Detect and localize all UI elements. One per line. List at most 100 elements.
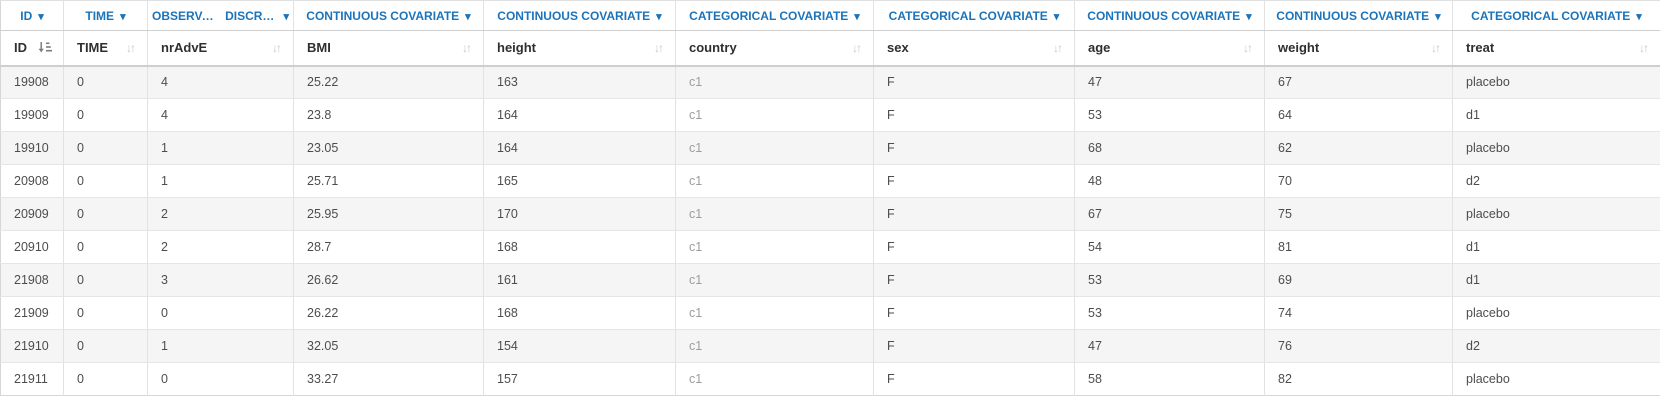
cell-country: c1 bbox=[675, 329, 874, 363]
sort-icon bbox=[1243, 41, 1253, 55]
cell-bmi: 23.05 bbox=[293, 131, 484, 165]
column-type-dropdown-time[interactable]: TIME bbox=[63, 0, 148, 31]
cell-weight: 81 bbox=[1264, 230, 1453, 264]
sort-icon bbox=[1431, 41, 1441, 55]
column-type-dropdown-treat[interactable]: CATEGORICAL COVARIATE bbox=[1452, 0, 1660, 31]
cell-time: 0 bbox=[63, 263, 148, 297]
chevron-down-icon bbox=[1634, 9, 1642, 23]
sort-icon bbox=[1639, 41, 1649, 55]
column-header-age[interactable]: age bbox=[1074, 30, 1265, 67]
cell-weight: 74 bbox=[1264, 296, 1453, 330]
cell-weight: 62 bbox=[1264, 131, 1453, 165]
cell-country: c1 bbox=[675, 164, 874, 198]
column-header-label: age bbox=[1088, 40, 1111, 56]
chevron-down-icon bbox=[36, 9, 44, 23]
cell-height: 168 bbox=[483, 230, 676, 264]
cell-id: 19909 bbox=[0, 98, 64, 132]
column-header-weight[interactable]: weight bbox=[1264, 30, 1453, 67]
column-type-dropdown-weight[interactable]: CONTINUOUS COVARIATE bbox=[1264, 0, 1453, 31]
cell-sex: F bbox=[873, 230, 1075, 264]
cell-id: 21908 bbox=[0, 263, 64, 297]
cell-nradve: 2 bbox=[147, 230, 294, 264]
cell-id: 21911 bbox=[0, 362, 64, 396]
cell-sex: F bbox=[873, 98, 1075, 132]
cell-bmi: 26.62 bbox=[293, 263, 484, 297]
column-header-country[interactable]: country bbox=[675, 30, 874, 67]
cell-sex: F bbox=[873, 296, 1075, 330]
cell-bmi: 25.95 bbox=[293, 197, 484, 231]
cell-age: 53 bbox=[1074, 98, 1265, 132]
cell-age: 53 bbox=[1074, 296, 1265, 330]
column-header-label: nrAdvE bbox=[161, 40, 208, 56]
cell-height: 157 bbox=[483, 362, 676, 396]
cell-nradve: 1 bbox=[147, 329, 294, 363]
cell-height: 164 bbox=[483, 98, 676, 132]
dropdown-label-observation[interactable]: OBSERVATI… bbox=[152, 8, 221, 23]
table-row: 21911 0 0 33.27 157 c1 F 58 82 placebo bbox=[0, 362, 1660, 396]
cell-treat: placebo bbox=[1466, 75, 1510, 90]
cell-height: 165 bbox=[483, 164, 676, 198]
cell-bmi: 25.71 bbox=[293, 164, 484, 198]
column-header-nradve[interactable]: nrAdvE bbox=[147, 30, 294, 67]
cell-treat: placebo bbox=[1452, 131, 1660, 165]
cell-height: 168 bbox=[483, 296, 676, 330]
column-type-dropdown-sex[interactable]: CATEGORICAL COVARIATE bbox=[873, 0, 1075, 31]
table-row: 19909 0 4 23.8 164 c1 F 53 64 d1 bbox=[0, 98, 1660, 132]
dropdown-label: TIME bbox=[85, 8, 115, 23]
cell-id: 21910 bbox=[0, 329, 64, 363]
cell-age: 53 bbox=[1074, 263, 1265, 297]
table-row: 20908 0 1 25.71 165 c1 F 48 70 d2 bbox=[0, 164, 1660, 198]
column-header-time[interactable]: TIME bbox=[63, 30, 148, 67]
cell-age: 58 bbox=[1074, 362, 1265, 396]
cell-id: 20910 bbox=[0, 230, 64, 264]
cell-age: 48 bbox=[1074, 164, 1265, 198]
table-row: 21908 0 3 26.62 161 c1 F 53 69 d1 bbox=[0, 263, 1660, 297]
cell-time: 0 bbox=[63, 329, 148, 363]
sort-icon bbox=[852, 41, 862, 55]
dropdown-label: CONTINUOUS COVARIATE bbox=[1276, 8, 1430, 23]
cell-country: c1 bbox=[675, 263, 874, 297]
cell-height: 170 bbox=[483, 197, 676, 231]
column-type-dropdown-country[interactable]: CATEGORICAL COVARIATE bbox=[675, 0, 874, 31]
cell-treat: placebo bbox=[1452, 197, 1660, 231]
sort-icon bbox=[462, 41, 472, 55]
column-type-dropdown-id[interactable]: ID bbox=[0, 0, 64, 31]
table-row: 20910 0 2 28.7 168 c1 F 54 81 d1 bbox=[0, 230, 1660, 264]
cell-height: 161 bbox=[483, 263, 676, 297]
column-header-id[interactable]: ID bbox=[0, 30, 64, 67]
column-header-treat[interactable]: treat bbox=[1452, 30, 1660, 67]
column-type-dropdown-height[interactable]: CONTINUOUS COVARIATE bbox=[483, 0, 676, 31]
column-header-label: height bbox=[497, 40, 536, 56]
cell-treat: d1 bbox=[1452, 98, 1660, 132]
sort-icon bbox=[272, 41, 282, 55]
column-type-dropdown-age[interactable]: CONTINUOUS COVARIATE bbox=[1074, 0, 1265, 31]
dropdown-label: CONTINUOUS COVARIATE bbox=[497, 8, 651, 23]
dropdown-label: CONTINUOUS COVARIATE bbox=[306, 8, 460, 23]
cell-height: 154 bbox=[483, 329, 676, 363]
sort-icon bbox=[1053, 41, 1063, 55]
cell-id: 20908 bbox=[0, 164, 64, 198]
cell-sex: F bbox=[873, 131, 1075, 165]
column-header-height[interactable]: height bbox=[483, 30, 676, 67]
chevron-down-icon bbox=[463, 9, 471, 23]
cell-weight: 69 bbox=[1264, 263, 1453, 297]
table-row: 21909 0 0 26.22 168 c1 F 53 74 placebo bbox=[0, 296, 1660, 330]
cell-sex: F bbox=[873, 263, 1075, 297]
cell-nradve: 1 bbox=[147, 131, 294, 165]
cell-sex: F bbox=[873, 197, 1075, 231]
column-type-dropdown-bmi[interactable]: CONTINUOUS COVARIATE bbox=[293, 0, 484, 31]
cell-id: 19910 bbox=[0, 131, 64, 165]
cell-height: 164 bbox=[483, 131, 676, 165]
cell-time: 0 bbox=[63, 230, 148, 264]
dropdown-label-discrete[interactable]: DISCRETE bbox=[225, 8, 278, 23]
table-row: 21910 0 1 32.05 154 c1 F 47 76 d2 bbox=[0, 329, 1660, 363]
cell-bmi: 32.05 bbox=[293, 329, 484, 363]
cell-nradve: 0 bbox=[147, 296, 294, 330]
cell-age: 54 bbox=[1074, 230, 1265, 264]
cell-time: 0 bbox=[63, 98, 148, 132]
column-header-bmi[interactable]: BMI bbox=[293, 30, 484, 67]
column-header-sex[interactable]: sex bbox=[873, 30, 1075, 67]
table-row: 19910 0 1 23.05 164 c1 F 68 62 placebo bbox=[0, 131, 1660, 165]
column-type-dropdown-nradve[interactable]: OBSERVATI… DISCRETE bbox=[147, 0, 294, 31]
table-row: 20909 0 2 25.95 170 c1 F 67 75 placebo bbox=[0, 197, 1660, 231]
